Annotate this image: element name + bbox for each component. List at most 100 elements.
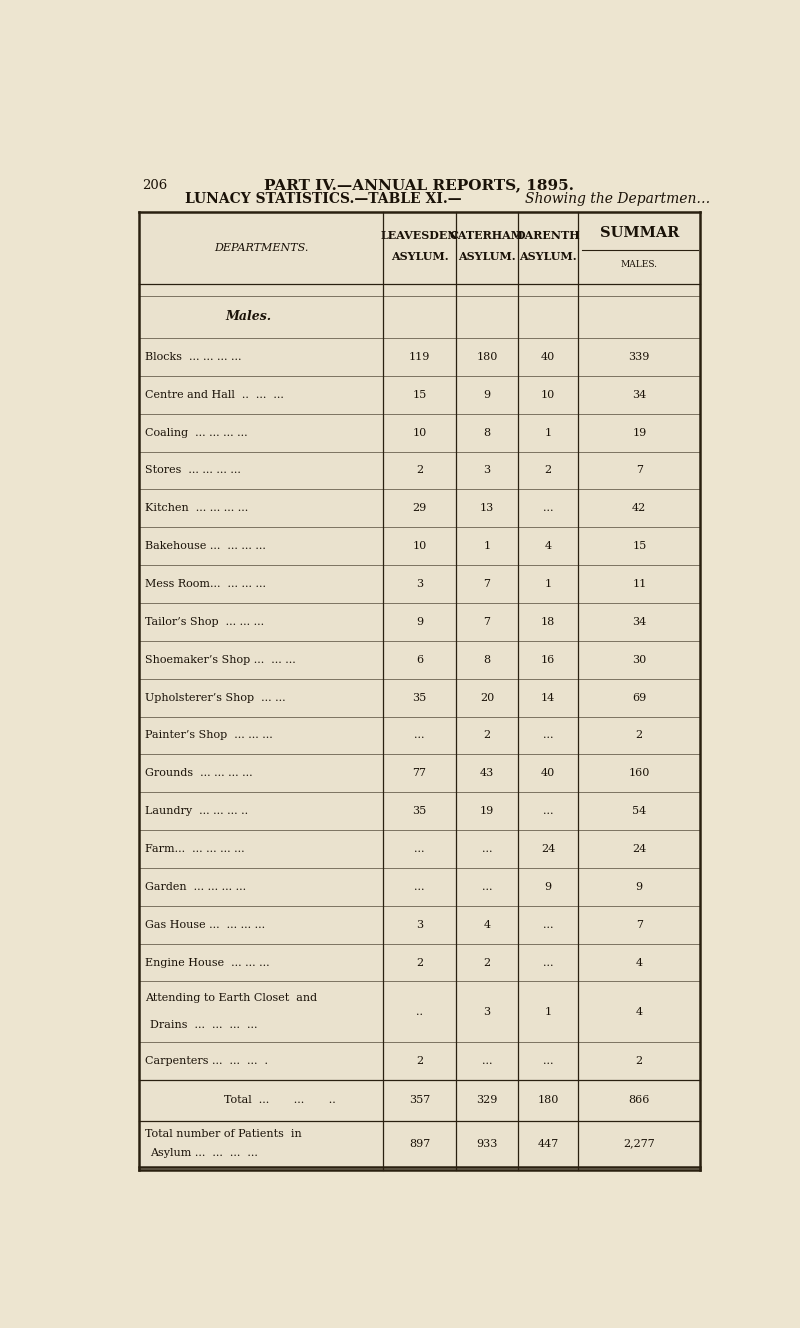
Text: 30: 30 [632,655,646,665]
Text: 14: 14 [541,693,555,703]
Text: 9: 9 [416,618,423,627]
Text: 2: 2 [636,1056,643,1066]
Text: 1: 1 [545,579,552,590]
Text: 9: 9 [483,389,490,400]
Text: ...: ... [414,730,425,741]
Text: 35: 35 [413,806,426,817]
Text: Painter’s Shop  ... ... ...: Painter’s Shop ... ... ... [146,730,273,741]
Text: Farm...  ... ... ... ...: Farm... ... ... ... ... [146,845,245,854]
Text: SUMMAR: SUMMAR [599,226,679,240]
Text: Centre and Hall  ..  ...  ...: Centre and Hall .. ... ... [146,389,284,400]
Text: Total  ...       ...       ..: Total ... ... .. [224,1096,335,1105]
Text: 24: 24 [632,845,646,854]
Text: Mess Room...  ... ... ...: Mess Room... ... ... ... [146,579,266,590]
Text: 1: 1 [545,428,552,438]
Text: 2: 2 [483,957,490,968]
Text: 34: 34 [632,618,646,627]
Text: 447: 447 [538,1138,558,1149]
Text: CATERHAM: CATERHAM [450,230,524,242]
Text: 13: 13 [480,503,494,514]
Text: 2: 2 [636,730,643,741]
Text: 3: 3 [416,579,423,590]
Text: 10: 10 [413,540,426,551]
Text: 69: 69 [632,693,646,703]
Text: 180: 180 [538,1096,558,1105]
Text: 4: 4 [636,1007,643,1017]
Text: 9: 9 [636,882,643,892]
Text: Drains  ...  ...  ...  ...: Drains ... ... ... ... [150,1020,258,1031]
Text: DEPARTMENTS.: DEPARTMENTS. [214,243,308,254]
Text: Tailor’s Shop  ... ... ...: Tailor’s Shop ... ... ... [146,618,264,627]
Text: 3: 3 [416,920,423,930]
Text: Total number of Patients  in: Total number of Patients in [146,1129,302,1139]
Text: ...: ... [482,845,492,854]
Text: Blocks  ... ... ... ...: Blocks ... ... ... ... [146,352,242,361]
Text: 933: 933 [476,1138,498,1149]
Text: 29: 29 [413,503,426,514]
Text: LEAVESDEN: LEAVESDEN [381,230,458,242]
Text: 20: 20 [480,693,494,703]
Text: ...: ... [414,845,425,854]
Text: 2,277: 2,277 [623,1138,655,1149]
Text: 15: 15 [632,540,646,551]
Text: 866: 866 [629,1096,650,1105]
Text: 1: 1 [545,1007,552,1017]
Text: Males.: Males. [226,311,272,324]
Text: ASYLUM.: ASYLUM. [519,251,577,262]
Text: 40: 40 [541,352,555,361]
Text: 2: 2 [416,1056,423,1066]
Text: 8: 8 [483,428,490,438]
Text: 40: 40 [541,769,555,778]
Text: 2: 2 [483,730,490,741]
Text: 4: 4 [483,920,490,930]
Text: 180: 180 [476,352,498,361]
Text: ...: ... [543,806,554,817]
Text: 6: 6 [416,655,423,665]
Text: 339: 339 [629,352,650,361]
Text: 119: 119 [409,352,430,361]
Text: ...: ... [414,882,425,892]
Text: 2: 2 [416,957,423,968]
Text: Attending to Earth Closet  and: Attending to Earth Closet and [146,993,318,1004]
Text: Coaling  ... ... ... ...: Coaling ... ... ... ... [146,428,248,438]
Text: 10: 10 [541,389,555,400]
Text: ASYLUM.: ASYLUM. [458,251,516,262]
Text: 54: 54 [632,806,646,817]
Text: 357: 357 [409,1096,430,1105]
Text: 34: 34 [632,389,646,400]
Text: DARENTH: DARENTH [516,230,581,242]
Text: 2: 2 [416,465,423,475]
Text: 2: 2 [545,465,552,475]
Text: PART IV.—ANNUAL REPORTS, 1895.: PART IV.—ANNUAL REPORTS, 1895. [264,178,574,193]
Text: ...: ... [543,730,554,741]
Text: Kitchen  ... ... ... ...: Kitchen ... ... ... ... [146,503,249,514]
Text: 18: 18 [541,618,555,627]
Text: 4: 4 [545,540,552,551]
Text: 43: 43 [480,769,494,778]
Text: 24: 24 [541,845,555,854]
Text: 7: 7 [483,618,490,627]
Text: 16: 16 [541,655,555,665]
Text: 42: 42 [632,503,646,514]
Text: 3: 3 [483,465,490,475]
Text: 4: 4 [636,957,643,968]
Text: ...: ... [543,503,554,514]
Text: Showing the Departmen…: Showing the Departmen… [525,191,710,206]
Text: 206: 206 [142,179,167,193]
Text: 10: 10 [413,428,426,438]
Text: Upholsterer’s Shop  ... ...: Upholsterer’s Shop ... ... [146,693,286,703]
Text: Garden  ... ... ... ...: Garden ... ... ... ... [146,882,246,892]
Text: Engine House  ... ... ...: Engine House ... ... ... [146,957,270,968]
Text: 160: 160 [629,769,650,778]
Text: LUNACY STATISTICS.—TABLE XI.—: LUNACY STATISTICS.—TABLE XI.— [185,191,462,206]
Text: Gas House ...  ... ... ...: Gas House ... ... ... ... [146,920,266,930]
Text: Laundry  ... ... ... ..: Laundry ... ... ... .. [146,806,248,817]
Text: ...: ... [543,1056,554,1066]
Text: Bakehouse ...  ... ... ...: Bakehouse ... ... ... ... [146,540,266,551]
Text: 8: 8 [483,655,490,665]
Text: 77: 77 [413,769,426,778]
Text: ...: ... [543,957,554,968]
Text: Asylum ...  ...  ...  ...: Asylum ... ... ... ... [150,1147,258,1158]
Text: 1: 1 [483,540,490,551]
Text: 19: 19 [632,428,646,438]
